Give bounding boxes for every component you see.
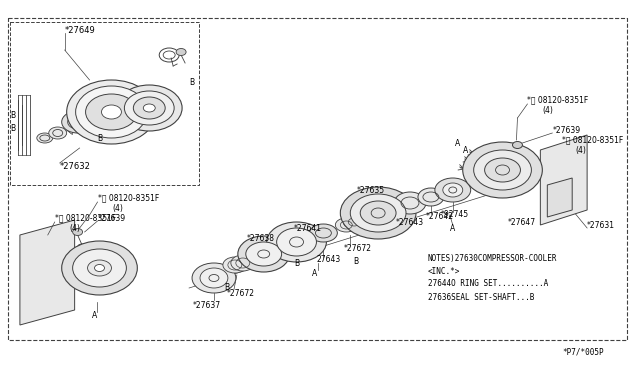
Text: B: B: [225, 282, 230, 292]
Ellipse shape: [102, 105, 122, 119]
Text: (4): (4): [542, 106, 553, 115]
Ellipse shape: [394, 192, 426, 214]
Ellipse shape: [73, 249, 126, 287]
Ellipse shape: [231, 255, 255, 271]
Text: *Ⓑ 08120-8351F: *Ⓑ 08120-8351F: [563, 135, 623, 144]
Ellipse shape: [474, 150, 531, 190]
Ellipse shape: [443, 183, 463, 197]
Ellipse shape: [88, 260, 111, 276]
Text: <INC.*>: <INC.*>: [428, 266, 460, 276]
Ellipse shape: [73, 228, 83, 235]
Ellipse shape: [76, 86, 147, 138]
Text: *Ⓑ 08120-8351F: *Ⓑ 08120-8351F: [97, 193, 159, 202]
Text: *27649: *27649: [65, 26, 95, 35]
Text: *Ⓑ 08120-8351F: *Ⓑ 08120-8351F: [55, 214, 116, 222]
Polygon shape: [20, 220, 75, 325]
Ellipse shape: [343, 215, 365, 229]
Polygon shape: [547, 178, 572, 217]
Text: 27644O RING SET..........A: 27644O RING SET..........A: [428, 279, 548, 289]
Text: *Ⓑ 08120-8351F: *Ⓑ 08120-8351F: [527, 96, 589, 105]
Text: (4): (4): [70, 224, 81, 232]
Ellipse shape: [49, 127, 67, 139]
Text: A: A: [463, 145, 468, 154]
Ellipse shape: [124, 91, 174, 125]
Text: *27632: *27632: [60, 161, 91, 170]
Text: B: B: [354, 257, 359, 266]
Text: *27638: *27638: [247, 234, 275, 243]
Text: *27637: *27637: [193, 301, 221, 310]
Ellipse shape: [176, 48, 186, 55]
Text: B: B: [97, 134, 102, 142]
Ellipse shape: [67, 80, 156, 144]
Text: *92745: *92745: [441, 209, 469, 218]
Ellipse shape: [37, 133, 52, 143]
Text: A: A: [450, 224, 456, 232]
Text: NOTES)27630COMPRESSOR-COOLER: NOTES)27630COMPRESSOR-COOLER: [428, 253, 557, 263]
Text: *27647: *27647: [508, 218, 536, 227]
Text: A: A: [92, 311, 97, 320]
Ellipse shape: [116, 85, 182, 131]
Text: B: B: [294, 260, 299, 269]
Text: *27635: *27635: [356, 186, 385, 195]
Text: *P7/*005P: *P7/*005P: [563, 347, 604, 356]
Ellipse shape: [133, 97, 165, 119]
Ellipse shape: [86, 94, 138, 130]
Ellipse shape: [200, 268, 228, 288]
Text: (4): (4): [575, 145, 586, 154]
Ellipse shape: [143, 104, 156, 112]
Text: B: B: [10, 110, 15, 119]
Ellipse shape: [360, 201, 396, 225]
Ellipse shape: [192, 263, 236, 293]
Ellipse shape: [61, 111, 93, 133]
Ellipse shape: [246, 242, 282, 266]
Ellipse shape: [484, 158, 520, 182]
Ellipse shape: [335, 218, 357, 232]
Ellipse shape: [238, 236, 289, 272]
Ellipse shape: [310, 224, 337, 242]
Ellipse shape: [95, 264, 104, 272]
Text: B: B: [189, 77, 195, 87]
Text: *27642: *27642: [426, 212, 454, 221]
Ellipse shape: [418, 188, 444, 206]
Ellipse shape: [267, 222, 326, 262]
Ellipse shape: [223, 257, 247, 273]
Text: A: A: [312, 269, 317, 278]
Text: *27643: *27643: [396, 218, 424, 227]
Text: 27643: 27643: [316, 256, 340, 264]
Text: *27631: *27631: [587, 221, 615, 230]
Polygon shape: [540, 135, 587, 225]
Ellipse shape: [61, 241, 138, 295]
Text: *27672: *27672: [343, 244, 371, 253]
Ellipse shape: [350, 194, 406, 232]
Text: *27672: *27672: [227, 289, 255, 298]
Text: 27636SEAL SET-SHAFT...B: 27636SEAL SET-SHAFT...B: [428, 292, 534, 301]
Ellipse shape: [276, 228, 316, 256]
Ellipse shape: [463, 142, 542, 198]
Text: B: B: [10, 124, 15, 132]
Ellipse shape: [435, 178, 470, 202]
Text: *27639: *27639: [552, 125, 580, 135]
Text: *27641: *27641: [294, 224, 321, 232]
Text: *27639: *27639: [97, 214, 125, 222]
Text: (4): (4): [113, 203, 124, 212]
Text: A: A: [455, 138, 460, 148]
Ellipse shape: [513, 141, 522, 148]
Ellipse shape: [340, 187, 416, 239]
